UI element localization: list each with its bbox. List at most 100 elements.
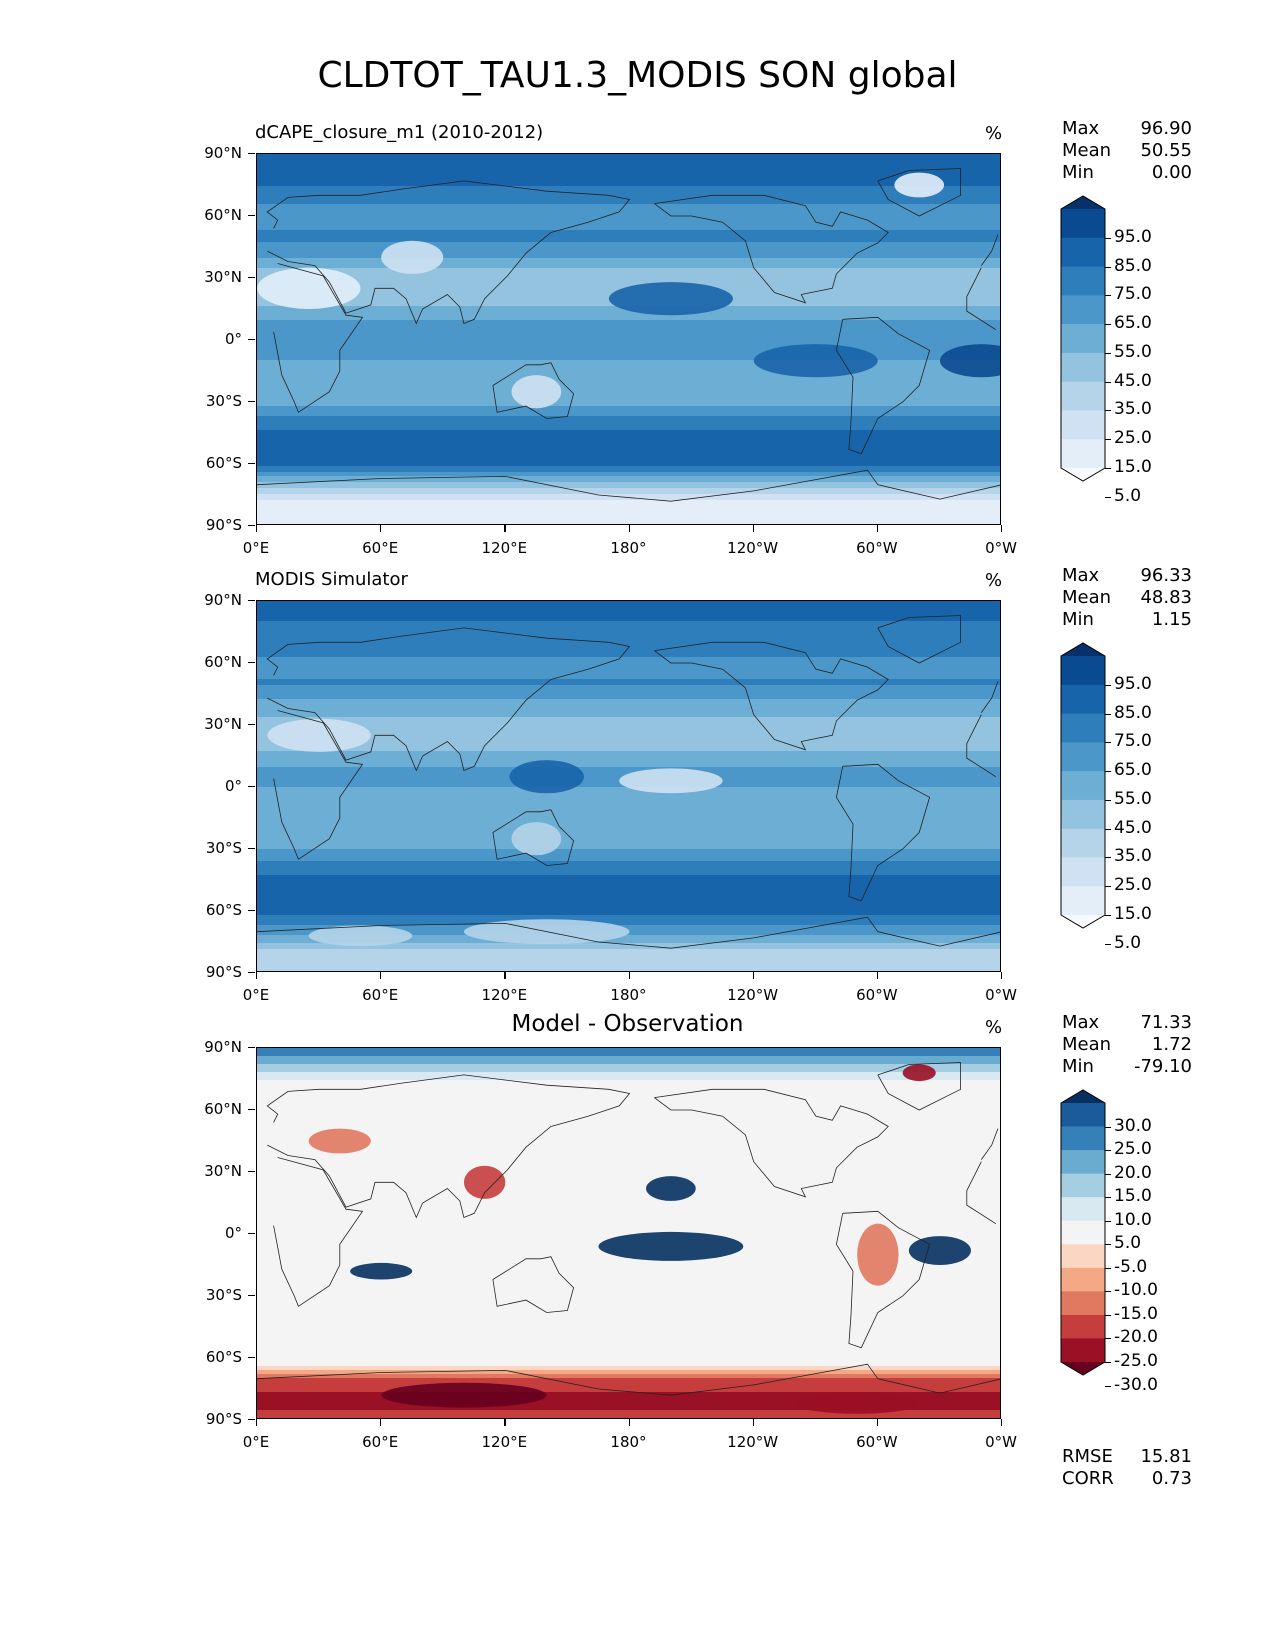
zonal-band — [257, 1084, 1000, 1087]
zonal-band — [257, 799, 1000, 802]
field-anomaly — [257, 267, 361, 309]
zonal-band — [257, 871, 1000, 874]
zonal-band — [257, 330, 1000, 333]
zonal-band — [257, 667, 1000, 670]
zonal-band — [257, 338, 1000, 341]
lon-tick-label: 120°E — [481, 986, 528, 1004]
lon-tick — [1001, 525, 1003, 532]
zonal-band — [257, 172, 1000, 175]
zonal-band — [257, 1078, 1000, 1081]
zonal-band — [257, 426, 1000, 429]
colorbar-label: 85.0 — [1114, 702, 1152, 723]
field-anomaly — [509, 760, 584, 794]
zonal-band — [257, 1140, 1000, 1143]
zonal-band — [257, 444, 1000, 447]
zonal-band — [257, 400, 1000, 403]
panel-model: dCAPE_closure_m1 (2010-2012)% 90°N 60°N 30°… — [0, 0, 1275, 557]
zonal-band — [257, 1134, 1000, 1137]
zonal-band — [257, 683, 1000, 686]
zonal-band — [257, 1136, 1000, 1139]
lat-tick — [248, 1047, 255, 1049]
zonal-band — [257, 180, 1000, 183]
zonal-band — [257, 1320, 1000, 1323]
zonal-band — [257, 725, 1000, 728]
zonal-band — [257, 1408, 1000, 1411]
zonal-band — [257, 1272, 1000, 1275]
zonal-band — [257, 1188, 1000, 1191]
zonal-band — [257, 1172, 1000, 1175]
zonal-band — [257, 1372, 1000, 1375]
zonal-band — [257, 176, 1000, 179]
zonal-band — [257, 767, 1000, 770]
zonal-band — [257, 635, 1000, 638]
zonal-band — [257, 282, 1000, 285]
colorbar-bin — [1061, 799, 1105, 830]
zonal-band — [257, 334, 1000, 337]
zonal-band — [257, 1270, 1000, 1273]
zonal-band — [257, 268, 1000, 271]
zonal-band — [257, 468, 1000, 471]
zonal-band — [257, 949, 1000, 952]
zonal-band — [257, 220, 1000, 223]
zonal-band — [257, 510, 1000, 513]
zonal-band — [257, 1412, 1000, 1415]
colorbar-tick — [1105, 237, 1111, 239]
zonal-band — [257, 899, 1000, 902]
colorbar-label: -15.0 — [1114, 1303, 1158, 1324]
zonal-band — [257, 1082, 1000, 1085]
lat-tick — [248, 1171, 255, 1173]
colorbar-bin — [1061, 857, 1105, 887]
coastline-south-america — [835, 763, 931, 902]
zonal-band — [257, 691, 1000, 694]
zonal-band — [257, 793, 1000, 796]
zonal-band — [257, 238, 1000, 241]
colorbar-extend-bottom — [1061, 1362, 1105, 1375]
zonal-band — [257, 1360, 1000, 1363]
zonal-band — [257, 619, 1000, 622]
zonal-band — [257, 1352, 1000, 1355]
zonal-band — [257, 1162, 1000, 1165]
zonal-band — [257, 1216, 1000, 1219]
zonal-band — [257, 520, 1000, 523]
colorbar-bin — [1061, 771, 1105, 801]
zonal-band — [257, 398, 1000, 401]
colorbar-bin — [1061, 1267, 1105, 1292]
zonal-band — [257, 1074, 1000, 1077]
zonal-band — [257, 881, 1000, 884]
zonal-band — [257, 1392, 1000, 1395]
zonal-band — [257, 384, 1000, 387]
zonal-band — [257, 1112, 1000, 1115]
coastline-eurasia — [980, 1128, 999, 1160]
colorbar-label: 25.0 — [1114, 428, 1152, 449]
colorbar-bin — [1061, 266, 1105, 296]
zonal-band — [257, 414, 1000, 417]
zonal-band — [257, 1314, 1000, 1317]
zonal-band — [257, 915, 1000, 918]
field-anomaly — [381, 240, 444, 274]
zonal-band — [257, 420, 1000, 423]
coastline-africa — [273, 1157, 364, 1307]
zonal-band — [257, 869, 1000, 872]
colorbar-label: 25.0 — [1114, 1139, 1152, 1160]
zonal-band — [257, 1204, 1000, 1207]
zonal-band — [257, 1230, 1000, 1233]
zonal-band — [257, 206, 1000, 209]
coastline-australia — [492, 809, 575, 866]
colorbar-bin — [1061, 1314, 1105, 1339]
zonal-band — [257, 897, 1000, 900]
stats-box: Max 96.90 Mean 50.55 Min 0.00 — [1062, 118, 1192, 184]
zonal-band — [257, 1166, 1000, 1169]
lat-tick — [248, 277, 255, 279]
zonal-band — [257, 248, 1000, 251]
field-anomaly — [608, 282, 733, 316]
zonal-band — [257, 1344, 1000, 1347]
zonal-band — [257, 1206, 1000, 1209]
zonal-band — [257, 719, 1000, 722]
zonal-band — [257, 1080, 1000, 1083]
zonal-band — [257, 723, 1000, 726]
metric-row: CORR 0.73 — [1062, 1468, 1192, 1490]
zonal-band — [257, 1364, 1000, 1367]
zonal-band — [257, 226, 1000, 229]
zonal-band — [257, 627, 1000, 630]
zonal-band — [257, 877, 1000, 880]
